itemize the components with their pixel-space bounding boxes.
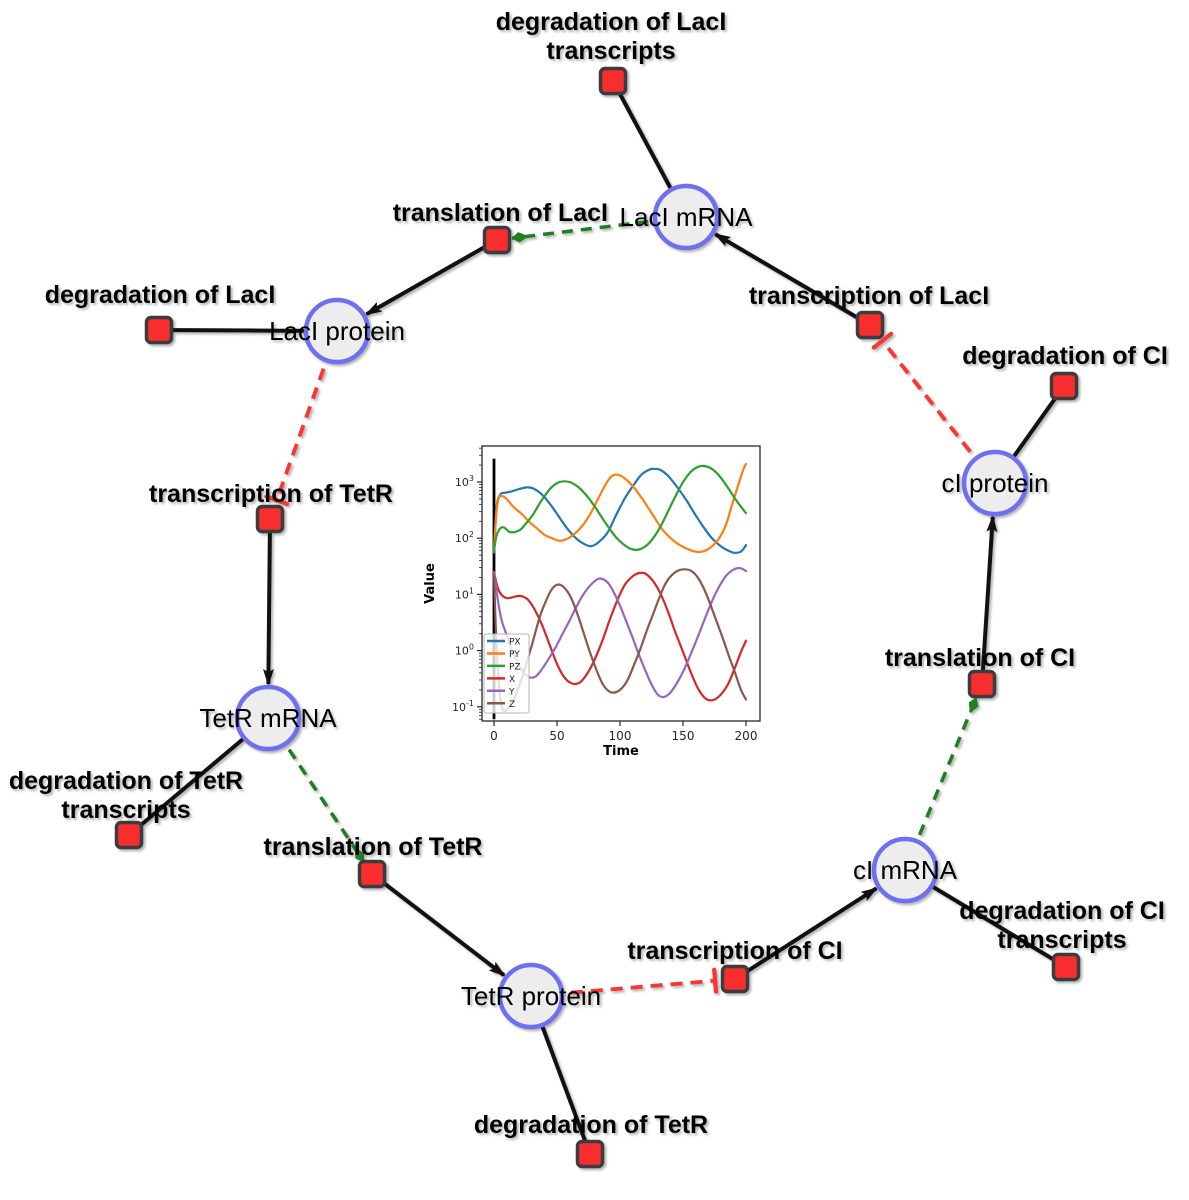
legend-label-X: X [509,675,515,685]
reaction-node-transl_tetR[interactable] [357,859,387,889]
reaction-label-txn_cI: transcription of CI [627,937,842,965]
chart-axes-frame [481,445,761,722]
edge-modifier-cI_mRNA-transl_cI [903,697,979,871]
nodes-layer [114,66,1081,1169]
edge-inhibition-cI_protein-txn_lacI-tbar [871,331,894,350]
reaction-label-deg_cI_tx-line2: transcripts [997,926,1126,954]
species-label-tetR_protein: TetR protein [461,981,601,1011]
reaction-label-deg_tetR_tx-line2: transcripts [61,796,190,824]
reaction-label-deg_cI: degradation of CI [962,342,1168,370]
reaction-node-txn_cI[interactable] [720,964,750,994]
x-tick-label: 50 [549,729,564,743]
legend-label-PY: PY [509,650,520,660]
y-tick-label: 101 [455,586,474,601]
y-tick-label: 10-1 [452,699,474,714]
reaction-label-txn_tetR: transcription of TetR [149,480,393,508]
species-label-cI_mRNA: cI mRNA [853,855,958,885]
reaction-node-txn_tetR[interactable] [255,504,285,534]
edge-product-transl_tetR-tetR_protein [370,872,506,977]
reaction-node-deg_lacI_tx[interactable] [598,66,628,96]
species-label-tetR_mRNA: TetR mRNA [199,703,337,733]
edge-product-transl_lacI-lacI_protein [364,238,498,316]
reaction-node-deg_cI_tx[interactable] [1051,952,1081,982]
legend-label-Y: Y [508,687,515,697]
edge-product-txn_lacI-lacI_mRNA [713,232,872,327]
reaction-label-transl_tetR: translation of TetR [264,833,483,861]
edge-product-txn_cI-cI_mRNA [733,886,879,981]
y-tick-label: 102 [455,530,474,545]
chart-line-PX [492,467,748,554]
chart-legend: PX PY PZ XYZ [483,633,530,714]
reaction-label-deg_cI_tx: degradation of CI [959,897,1165,925]
edge-inhibition-tetR_protein-txn_cI-tbar [712,967,719,994]
reaction-node-deg_lacI[interactable] [144,315,174,345]
species-node-tetR_protein[interactable] [497,962,565,1030]
reaction-label-deg_lacI_tx: degradation of LacI [496,8,727,36]
y-tick-label: 103 [455,474,474,489]
x-axis-label: Time [603,744,639,759]
edge-product-transl_cI-cI_protein [980,514,998,685]
x-tick-label: 100 [609,729,632,743]
labels-layer: LacI mRNA LacI protein TetR mRNA TetR prote… [9,8,1168,1139]
reaction-node-transl_lacI[interactable] [482,225,512,255]
reaction-label-deg_lacI: degradation of LacI [45,281,276,309]
species-node-cI_mRNA[interactable] [871,836,939,904]
edge-inhibition-lacI_protein-txn_tetR-tbar [264,494,290,506]
legend-label-PX: PX [509,638,521,648]
edge-product-txn_tetR-tetR_mRNA [262,518,274,687]
reaction-label-transl_lacI: translation of LacI [393,199,608,227]
legend-label-PZ: PZ [509,662,521,672]
species-node-lacI_mRNA[interactable] [652,183,720,251]
reaction-node-deg_cI[interactable] [1049,371,1079,401]
species-node-tetR_mRNA[interactable] [234,684,302,752]
legend-label-Z: Z [509,700,515,710]
reaction-node-deg_tetR_tx[interactable] [114,820,144,850]
species-label-lacI_protein: LacI protein [269,316,405,346]
reaction-node-transl_cI[interactable] [967,669,997,699]
x-tick-label: 150 [672,729,695,743]
chart-line-X [492,570,748,702]
chart-line-PZ [492,464,748,552]
chart-line-PY [492,462,748,554]
species-node-lacI_protein[interactable] [303,297,371,365]
species-node-cI_protein[interactable] [961,449,1029,517]
reaction-label-deg_lacI_tx-line2: transcripts [546,37,675,65]
reaction-node-deg_tetR[interactable] [575,1139,605,1169]
y-axis-label: Value [423,563,438,604]
species-label-lacI_mRNA: LacI mRNA [620,202,754,232]
reaction-label-deg_tetR: degradation of TetR [474,1111,708,1139]
reaction-label-transl_cI: translation of CI [885,644,1075,672]
reaction-label-deg_tetR_tx: degradation of TetR [9,767,243,795]
reaction-network: LacI mRNA LacI protein TetR mRNA TetR prote… [9,8,1168,1169]
x-tick-label: 200 [735,729,758,743]
time-series-inset-chart: 0 50 100 150 20010-1100101102103TimeValuePXP… [423,445,761,759]
species-label-cI_protein: cI protein [942,468,1049,498]
reaction-node-txn_lacI[interactable] [855,310,885,340]
reaction-label-txn_lacI: transcription of LacI [749,282,989,310]
y-tick-label: 100 [455,643,474,658]
legend-box [483,633,530,714]
x-tick-label: 0 [490,729,498,743]
